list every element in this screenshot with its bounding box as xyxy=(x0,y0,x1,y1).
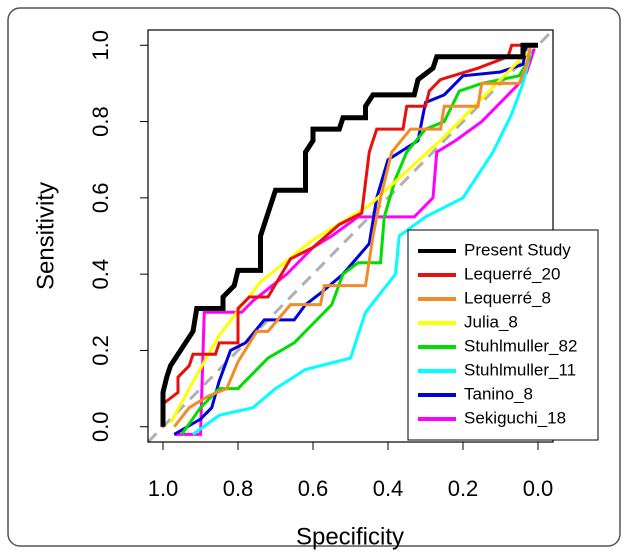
x-tick-label: 0.4 xyxy=(373,476,404,501)
x-tick-label: 0.6 xyxy=(298,476,329,501)
legend-label: Lequerré_8 xyxy=(464,288,551,307)
y-axis-title: Sensitivity xyxy=(32,182,59,290)
legend-label: Present Study xyxy=(464,240,571,259)
roc-curve xyxy=(174,48,536,436)
roc-curve xyxy=(192,52,532,436)
legend-label: Stuhlmuller_82 xyxy=(464,336,577,355)
legend: Present Study Lequerré_20 Lequerré_8 Julia_… xyxy=(407,229,599,441)
legend-label: Tanino_8 xyxy=(464,384,533,403)
reference-line xyxy=(146,28,555,444)
y-tick-label: 0.0 xyxy=(88,411,113,442)
y-tick-label: 0.4 xyxy=(88,259,113,290)
x-tick-label: 0.8 xyxy=(223,476,254,501)
x-axis-title: Specificity xyxy=(296,523,404,550)
y-tick-label: 0.2 xyxy=(88,335,113,366)
roc-curve xyxy=(173,44,532,428)
legend-label: Sekiguchi_18 xyxy=(464,408,566,427)
roc-curve xyxy=(180,55,532,436)
x-tick-label: 0.2 xyxy=(448,476,479,501)
legend-label: Julia_8 xyxy=(464,312,518,331)
legend-label: Lequerré_20 xyxy=(464,264,560,283)
roc-curve xyxy=(161,43,538,427)
x-tick-label: 1.0 xyxy=(148,476,179,501)
legend-box xyxy=(407,229,599,441)
legend-label: Stuhlmuller_11 xyxy=(464,360,576,379)
roc-curve xyxy=(160,42,538,427)
y-tick-label: 0.8 xyxy=(88,106,113,137)
x-tick-label: 0.0 xyxy=(523,476,554,501)
y-tick-label: 1.0 xyxy=(88,30,113,61)
y-tick-label: 0.6 xyxy=(88,183,113,214)
